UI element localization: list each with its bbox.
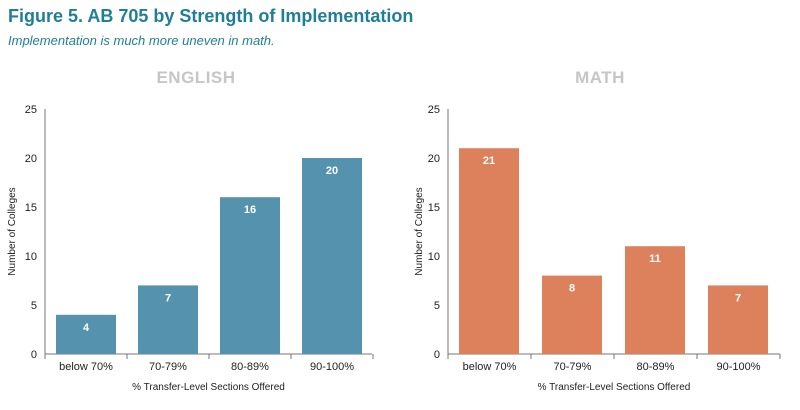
- math-y-tick-label: 10: [428, 251, 440, 263]
- figure-title: Figure 5. AB 705 by Strength of Implemen…: [8, 6, 414, 26]
- math-y-tick-label: 25: [428, 104, 440, 116]
- figure-subtitle: Implementation is much more uneven in ma…: [8, 33, 275, 48]
- english-bar-value-label: 4: [83, 322, 90, 334]
- english-x-tick-label: 70-79%: [149, 361, 187, 373]
- english-y-tick-label: 5: [31, 300, 37, 312]
- english-bar: [138, 285, 198, 354]
- math-bar: [459, 148, 519, 354]
- math-y-tick-label: 15: [428, 202, 440, 214]
- math-x-tick-label: 80-89%: [637, 361, 675, 373]
- math-y-tick-label: 0: [434, 349, 440, 361]
- english-bar-value-label: 20: [326, 165, 338, 177]
- math-x-tick-label: below 70%: [463, 361, 517, 373]
- math-bar-value-label: 7: [735, 292, 741, 304]
- math-y-tick-label: 5: [434, 300, 440, 312]
- english-x-tick-label: 80-89%: [231, 361, 269, 373]
- english-y-tick-label: 15: [25, 202, 37, 214]
- english-x-axis-title: % Transfer-Level Sections Offered: [132, 382, 285, 393]
- english-x-tick-label: 90-100%: [310, 361, 354, 373]
- math-bar: [708, 285, 768, 354]
- english-bar: [302, 158, 362, 354]
- math-panel-title: MATH: [575, 68, 625, 87]
- english-x-tick-label: below 70%: [59, 361, 113, 373]
- english-y-tick-label: 10: [25, 251, 37, 263]
- english-panel-title: ENGLISH: [156, 68, 235, 87]
- english-bar: [56, 314, 116, 354]
- english-y-axis-title: Number of Colleges: [7, 187, 18, 275]
- english-bar: [220, 197, 280, 354]
- math-bar: [542, 275, 602, 354]
- english-y-tick-label: 25: [25, 104, 37, 116]
- english-y-tick-label: 0: [31, 349, 37, 361]
- math-x-tick-label: 90-100%: [716, 361, 760, 373]
- math-bar-value-label: 11: [649, 253, 661, 265]
- english-y-tick-label: 20: [25, 153, 37, 165]
- math-y-tick-label: 20: [428, 153, 440, 165]
- math-bar-value-label: 21: [483, 155, 495, 167]
- math-bar: [625, 246, 685, 354]
- english-bar-value-label: 16: [244, 204, 256, 216]
- math-bar-value-label: 8: [569, 283, 575, 295]
- english-bar-value-label: 7: [165, 292, 171, 304]
- math-x-tick-label: 70-79%: [554, 361, 592, 373]
- math-y-axis-title: Number of Colleges: [414, 187, 425, 275]
- math-x-axis-title: % Transfer-Level Sections Offered: [538, 382, 691, 393]
